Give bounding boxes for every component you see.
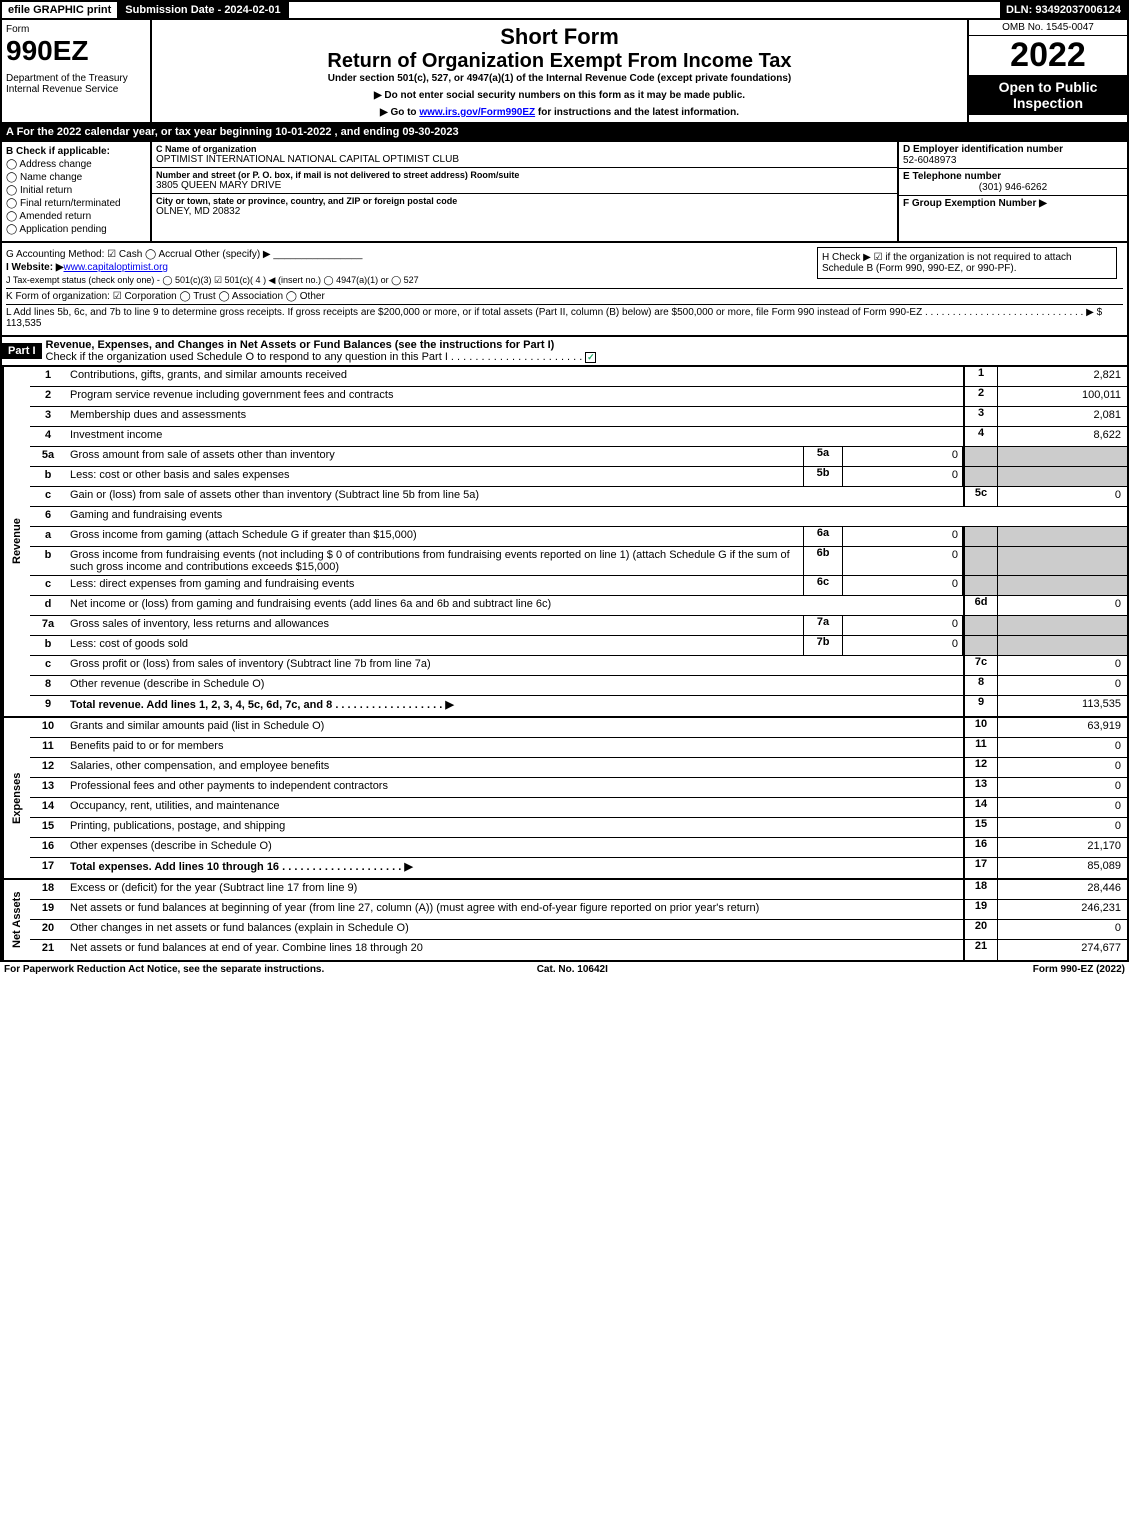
revenue-side: Revenue bbox=[2, 367, 30, 716]
ssn-warning: ▶ Do not enter social security numbers o… bbox=[160, 90, 959, 101]
line-row: 14Occupancy, rent, utilities, and mainte… bbox=[30, 798, 1127, 818]
section-bcd: B Check if applicable: ◯ Address change … bbox=[0, 142, 1129, 243]
line-row: 3Membership dues and assessments32,081 bbox=[30, 407, 1127, 427]
section-ghijkl: H Check ▶ ☑ if the organization is not r… bbox=[0, 243, 1129, 337]
row-a: A For the 2022 calendar year, or tax yea… bbox=[0, 124, 1129, 142]
dln: DLN: 93492037006124 bbox=[1000, 2, 1127, 18]
ein: 52-6048973 bbox=[903, 155, 956, 166]
line-row: cGross profit or (loss) from sales of in… bbox=[30, 656, 1127, 676]
l-gross-receipts: L Add lines 5b, 6c, and 7b to line 9 to … bbox=[6, 304, 1123, 329]
omb: OMB No. 1545-0047 bbox=[969, 20, 1127, 36]
line-row: 6Gaming and fundraising events bbox=[30, 507, 1127, 527]
line-row: 20Other changes in net assets or fund ba… bbox=[30, 920, 1127, 940]
line-row: cLess: direct expenses from gaming and f… bbox=[30, 576, 1127, 596]
chk-pending[interactable]: ◯ Application pending bbox=[6, 224, 146, 235]
chk-name[interactable]: ◯ Name change bbox=[6, 172, 146, 183]
line-row: 9Total revenue. Add lines 1, 2, 3, 4, 5c… bbox=[30, 696, 1127, 716]
col-b: B Check if applicable: ◯ Address change … bbox=[2, 142, 152, 241]
line-row: bGross income from fundraising events (n… bbox=[30, 547, 1127, 576]
col-c: C Name of organizationOPTIMIST INTERNATI… bbox=[152, 142, 897, 241]
line-row: 19Net assets or fund balances at beginni… bbox=[30, 900, 1127, 920]
line-row: bLess: cost or other basis and sales exp… bbox=[30, 467, 1127, 487]
return-title: Return of Organization Exempt From Incom… bbox=[160, 50, 959, 73]
netassets-side: Net Assets bbox=[2, 880, 30, 960]
line-row: 17Total expenses. Add lines 10 through 1… bbox=[30, 858, 1127, 878]
cat-no: Cat. No. 10642I bbox=[537, 964, 608, 975]
line-row: cGain or (loss) from sale of assets othe… bbox=[30, 487, 1127, 507]
paperwork-notice: For Paperwork Reduction Act Notice, see … bbox=[4, 964, 324, 975]
org-name: OPTIMIST INTERNATIONAL NATIONAL CAPITAL … bbox=[156, 154, 893, 165]
line-row: 13Professional fees and other payments t… bbox=[30, 778, 1127, 798]
line-row: 8Other revenue (describe in Schedule O)8… bbox=[30, 676, 1127, 696]
line-row: 15Printing, publications, postage, and s… bbox=[30, 818, 1127, 838]
part1-header: Part I Revenue, Expenses, and Changes in… bbox=[0, 337, 1129, 367]
expenses-grid: Expenses 10Grants and similar amounts pa… bbox=[0, 718, 1129, 880]
line-row: bLess: cost of goods sold7b0 bbox=[30, 636, 1127, 656]
chk-initial[interactable]: ◯ Initial return bbox=[6, 185, 146, 196]
col-d: D Employer identification number52-60489… bbox=[897, 142, 1127, 241]
chk-amended[interactable]: ◯ Amended return bbox=[6, 211, 146, 222]
under-section: Under section 501(c), 527, or 4947(a)(1)… bbox=[160, 73, 959, 84]
line-row: 21Net assets or fund balances at end of … bbox=[30, 940, 1127, 960]
submission-date: Submission Date - 2024-02-01 bbox=[119, 2, 288, 18]
netassets-grid: Net Assets 18Excess or (deficit) for the… bbox=[0, 880, 1129, 962]
revenue-grid: Revenue 1Contributions, gifts, grants, a… bbox=[0, 367, 1129, 718]
footer: For Paperwork Reduction Act Notice, see … bbox=[0, 962, 1129, 977]
line-row: 10Grants and similar amounts paid (list … bbox=[30, 718, 1127, 738]
line-row: 5aGross amount from sale of assets other… bbox=[30, 447, 1127, 467]
line-row: 11Benefits paid to or for members110 bbox=[30, 738, 1127, 758]
goto-link-row: ▶ Go to www.irs.gov/Form990EZ for instru… bbox=[160, 107, 959, 118]
line-row: 7aGross sales of inventory, less returns… bbox=[30, 616, 1127, 636]
form-number: 990EZ bbox=[6, 35, 146, 67]
irs-link[interactable]: www.irs.gov/Form990EZ bbox=[419, 107, 535, 118]
efile-label[interactable]: efile GRAPHIC print bbox=[2, 2, 119, 18]
group-exemption: F Group Exemption Number ▶ bbox=[903, 198, 1047, 209]
line-row: 2Program service revenue including gover… bbox=[30, 387, 1127, 407]
open-inspection: Open to Public Inspection bbox=[969, 75, 1127, 115]
form-word: Form bbox=[6, 24, 146, 35]
chk-final[interactable]: ◯ Final return/terminated bbox=[6, 198, 146, 209]
header: Form 990EZ Department of the Treasury In… bbox=[0, 20, 1129, 124]
street: 3805 QUEEN MARY DRIVE bbox=[156, 180, 893, 191]
tax-year: 2022 bbox=[969, 36, 1127, 75]
form-footer: Form 990-EZ (2022) bbox=[1033, 964, 1125, 975]
line-row: 4Investment income48,622 bbox=[30, 427, 1127, 447]
expenses-side: Expenses bbox=[2, 718, 30, 878]
line-row: 18Excess or (deficit) for the year (Subt… bbox=[30, 880, 1127, 900]
website-link[interactable]: www.capitaloptimist.org bbox=[64, 262, 168, 273]
chk-address[interactable]: ◯ Address change bbox=[6, 159, 146, 170]
line-row: dNet income or (loss) from gaming and fu… bbox=[30, 596, 1127, 616]
topbar: efile GRAPHIC print Submission Date - 20… bbox=[0, 0, 1129, 20]
line-row: 16Other expenses (describe in Schedule O… bbox=[30, 838, 1127, 858]
city: OLNEY, MD 20832 bbox=[156, 206, 893, 217]
telephone: (301) 946-6262 bbox=[903, 182, 1123, 193]
k-form-org: K Form of organization: ☑ Corporation ◯ … bbox=[6, 288, 1123, 302]
part1-scho-chk[interactable] bbox=[585, 352, 596, 363]
dept: Department of the Treasury Internal Reve… bbox=[6, 73, 146, 95]
line-row: 1Contributions, gifts, grants, and simil… bbox=[30, 367, 1127, 387]
line-row: 12Salaries, other compensation, and empl… bbox=[30, 758, 1127, 778]
h-check: H Check ▶ ☑ if the organization is not r… bbox=[817, 247, 1117, 279]
short-form: Short Form bbox=[160, 24, 959, 50]
line-row: aGross income from gaming (attach Schedu… bbox=[30, 527, 1127, 547]
